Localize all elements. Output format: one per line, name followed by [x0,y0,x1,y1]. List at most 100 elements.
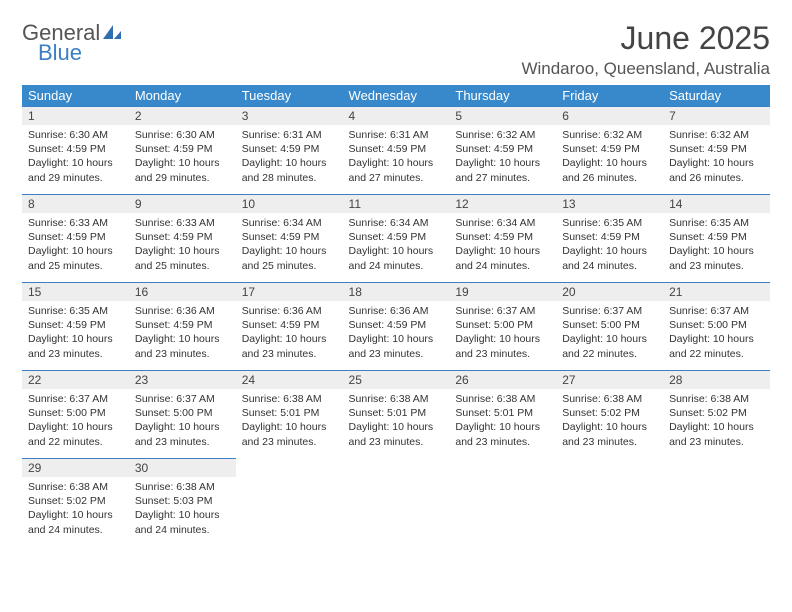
calendar-cell-empty [556,458,663,546]
day-details: Sunrise: 6:36 AMSunset: 4:59 PMDaylight:… [343,301,450,367]
calendar-cell: 22Sunrise: 6:37 AMSunset: 5:00 PMDayligh… [22,370,129,458]
calendar-cell: 2Sunrise: 6:30 AMSunset: 4:59 PMDaylight… [129,106,236,194]
calendar-cell: 29Sunrise: 6:38 AMSunset: 5:02 PMDayligh… [22,458,129,546]
day-details: Sunrise: 6:38 AMSunset: 5:01 PMDaylight:… [343,389,450,455]
day-number: 5 [449,106,556,125]
day-details: Sunrise: 6:32 AMSunset: 4:59 PMDaylight:… [449,125,556,191]
day-number: 16 [129,282,236,301]
calendar-cell: 27Sunrise: 6:38 AMSunset: 5:02 PMDayligh… [556,370,663,458]
day-details: Sunrise: 6:32 AMSunset: 4:59 PMDaylight:… [663,125,770,191]
calendar-cell: 30Sunrise: 6:38 AMSunset: 5:03 PMDayligh… [129,458,236,546]
day-header: Saturday [663,85,770,106]
day-header: Sunday [22,85,129,106]
day-number: 9 [129,194,236,213]
day-number: 15 [22,282,129,301]
day-details: Sunrise: 6:37 AMSunset: 5:00 PMDaylight:… [556,301,663,367]
day-number: 20 [556,282,663,301]
calendar-cell: 17Sunrise: 6:36 AMSunset: 4:59 PMDayligh… [236,282,343,370]
day-number: 30 [129,458,236,477]
calendar-cell: 28Sunrise: 6:38 AMSunset: 5:02 PMDayligh… [663,370,770,458]
day-number: 24 [236,370,343,389]
calendar-cell-empty [236,458,343,546]
day-header: Thursday [449,85,556,106]
day-details: Sunrise: 6:36 AMSunset: 4:59 PMDaylight:… [129,301,236,367]
calendar-cell: 15Sunrise: 6:35 AMSunset: 4:59 PMDayligh… [22,282,129,370]
calendar-cell-empty [449,458,556,546]
calendar-cell: 16Sunrise: 6:36 AMSunset: 4:59 PMDayligh… [129,282,236,370]
day-details: Sunrise: 6:38 AMSunset: 5:02 PMDaylight:… [663,389,770,455]
day-number: 11 [343,194,450,213]
calendar-cell: 3Sunrise: 6:31 AMSunset: 4:59 PMDaylight… [236,106,343,194]
day-details: Sunrise: 6:37 AMSunset: 5:00 PMDaylight:… [129,389,236,455]
calendar-cell: 6Sunrise: 6:32 AMSunset: 4:59 PMDaylight… [556,106,663,194]
day-details: Sunrise: 6:37 AMSunset: 5:00 PMDaylight:… [22,389,129,455]
calendar-table: SundayMondayTuesdayWednesdayThursdayFrid… [22,85,770,546]
day-details: Sunrise: 6:34 AMSunset: 4:59 PMDaylight:… [449,213,556,279]
day-number: 13 [556,194,663,213]
day-details: Sunrise: 6:38 AMSunset: 5:03 PMDaylight:… [129,477,236,543]
day-details: Sunrise: 6:31 AMSunset: 4:59 PMDaylight:… [236,125,343,191]
day-header: Monday [129,85,236,106]
day-number: 19 [449,282,556,301]
title-block: June 2025 Windaroo, Queensland, Australi… [521,20,770,79]
calendar-body: 1Sunrise: 6:30 AMSunset: 4:59 PMDaylight… [22,106,770,546]
day-details: Sunrise: 6:38 AMSunset: 5:01 PMDaylight:… [236,389,343,455]
day-number: 14 [663,194,770,213]
location: Windaroo, Queensland, Australia [521,59,770,79]
calendar-page: General Blue June 2025 Windaroo, Queensl… [0,0,792,566]
sail-icon [102,24,122,45]
calendar-cell: 23Sunrise: 6:37 AMSunset: 5:00 PMDayligh… [129,370,236,458]
calendar-cell: 21Sunrise: 6:37 AMSunset: 5:00 PMDayligh… [663,282,770,370]
calendar-row: 8Sunrise: 6:33 AMSunset: 4:59 PMDaylight… [22,194,770,282]
day-number: 4 [343,106,450,125]
calendar-header-row: SundayMondayTuesdayWednesdayThursdayFrid… [22,85,770,106]
calendar-cell: 1Sunrise: 6:30 AMSunset: 4:59 PMDaylight… [22,106,129,194]
calendar-cell: 26Sunrise: 6:38 AMSunset: 5:01 PMDayligh… [449,370,556,458]
calendar-cell: 12Sunrise: 6:34 AMSunset: 4:59 PMDayligh… [449,194,556,282]
day-number: 29 [22,458,129,477]
calendar-row: 15Sunrise: 6:35 AMSunset: 4:59 PMDayligh… [22,282,770,370]
day-number: 21 [663,282,770,301]
day-details: Sunrise: 6:33 AMSunset: 4:59 PMDaylight:… [129,213,236,279]
day-number: 3 [236,106,343,125]
calendar-cell: 8Sunrise: 6:33 AMSunset: 4:59 PMDaylight… [22,194,129,282]
calendar-cell: 7Sunrise: 6:32 AMSunset: 4:59 PMDaylight… [663,106,770,194]
calendar-cell: 4Sunrise: 6:31 AMSunset: 4:59 PMDaylight… [343,106,450,194]
day-details: Sunrise: 6:38 AMSunset: 5:02 PMDaylight:… [556,389,663,455]
day-details: Sunrise: 6:32 AMSunset: 4:59 PMDaylight:… [556,125,663,191]
calendar-cell: 13Sunrise: 6:35 AMSunset: 4:59 PMDayligh… [556,194,663,282]
calendar-cell: 20Sunrise: 6:37 AMSunset: 5:00 PMDayligh… [556,282,663,370]
day-details: Sunrise: 6:35 AMSunset: 4:59 PMDaylight:… [22,301,129,367]
day-details: Sunrise: 6:30 AMSunset: 4:59 PMDaylight:… [22,125,129,191]
day-details: Sunrise: 6:31 AMSunset: 4:59 PMDaylight:… [343,125,450,191]
calendar-cell: 5Sunrise: 6:32 AMSunset: 4:59 PMDaylight… [449,106,556,194]
calendar-cell: 24Sunrise: 6:38 AMSunset: 5:01 PMDayligh… [236,370,343,458]
calendar-cell: 11Sunrise: 6:34 AMSunset: 4:59 PMDayligh… [343,194,450,282]
day-details: Sunrise: 6:37 AMSunset: 5:00 PMDaylight:… [449,301,556,367]
logo: General Blue [22,20,122,72]
day-number: 1 [22,106,129,125]
day-details: Sunrise: 6:36 AMSunset: 4:59 PMDaylight:… [236,301,343,367]
day-number: 26 [449,370,556,389]
day-details: Sunrise: 6:38 AMSunset: 5:02 PMDaylight:… [22,477,129,543]
calendar-cell: 18Sunrise: 6:36 AMSunset: 4:59 PMDayligh… [343,282,450,370]
calendar-row: 1Sunrise: 6:30 AMSunset: 4:59 PMDaylight… [22,106,770,194]
day-details: Sunrise: 6:33 AMSunset: 4:59 PMDaylight:… [22,213,129,279]
day-details: Sunrise: 6:30 AMSunset: 4:59 PMDaylight:… [129,125,236,191]
day-number: 7 [663,106,770,125]
header: General Blue June 2025 Windaroo, Queensl… [22,20,770,79]
day-number: 25 [343,370,450,389]
calendar-cell: 19Sunrise: 6:37 AMSunset: 5:00 PMDayligh… [449,282,556,370]
day-details: Sunrise: 6:34 AMSunset: 4:59 PMDaylight:… [236,213,343,279]
calendar-cell-empty [663,458,770,546]
day-details: Sunrise: 6:35 AMSunset: 4:59 PMDaylight:… [663,213,770,279]
calendar-cell: 14Sunrise: 6:35 AMSunset: 4:59 PMDayligh… [663,194,770,282]
day-header: Tuesday [236,85,343,106]
day-number: 27 [556,370,663,389]
day-header: Wednesday [343,85,450,106]
calendar-cell: 9Sunrise: 6:33 AMSunset: 4:59 PMDaylight… [129,194,236,282]
calendar-row: 29Sunrise: 6:38 AMSunset: 5:02 PMDayligh… [22,458,770,546]
day-number: 28 [663,370,770,389]
day-number: 23 [129,370,236,389]
day-number: 18 [343,282,450,301]
